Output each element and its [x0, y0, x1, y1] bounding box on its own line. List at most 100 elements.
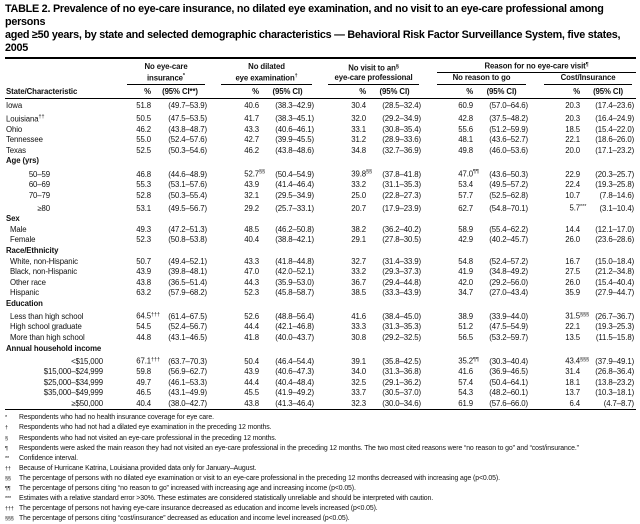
row-label: 60–69: [5, 180, 115, 191]
ci-cell: (7.8–14.6): [599, 190, 635, 200]
percent-cell: 41.6: [351, 311, 367, 321]
column-group-title-line: No dilated: [248, 62, 285, 71]
column-group-title-line: insurance*: [146, 73, 186, 83]
footnote-marker: §§§: [5, 516, 14, 523]
column-header-percent-cost-insurance: %: [530, 84, 580, 100]
row-label-text: ≥$50,000: [71, 398, 103, 408]
percent-cell: 52.5: [136, 145, 151, 155]
row-label: 70–79: [5, 191, 115, 202]
ci-cell: (47.5–54.9): [489, 322, 529, 332]
column-subgroup-no-reason-to-go: No reason to go: [423, 73, 530, 85]
percent-cell: 46.8: [136, 169, 151, 179]
percent-cell: 41.9: [458, 267, 474, 277]
footnote: * Respondents who had no health insurance…: [5, 413, 636, 423]
percent-cell: 44.4: [244, 377, 260, 387]
percent-cell: 38.5: [351, 288, 367, 298]
percent-cell: 22.4: [565, 180, 581, 190]
percent-cell: 43.3: [244, 124, 260, 134]
footnote: § Respondents who had not visited an eye-…: [5, 434, 636, 444]
footnote-marker-ref: ††: [38, 114, 45, 121]
ci-cell: (16.4–24.9): [595, 114, 635, 124]
ci-cell: (53.1–57.6): [168, 180, 208, 190]
percent-cell: 16.7: [565, 256, 581, 266]
percent-cell: 5.7***: [569, 203, 587, 213]
ci-cell: (43.6–52.7): [489, 135, 529, 145]
percent-cell: 20.7: [351, 203, 367, 213]
ci-cell: (56.9–62.7): [168, 367, 208, 377]
header-measure-row: % (95% CI**)% (95% CI)% (95% CI)% (95% CI)%(…: [5, 84, 637, 100]
footnote-text: Respondents who had not visited an eye-c…: [19, 434, 277, 442]
percent-cell: 18.1: [565, 377, 581, 387]
ci-cell: (41.3–46.4): [275, 398, 315, 408]
footnote-marker-ref: †††: [151, 311, 160, 318]
ci-cell: (40.6–46.1): [275, 124, 315, 134]
footnote-marker: **: [5, 455, 9, 462]
footnote-text: Respondents who had no health insurance …: [19, 414, 214, 422]
ci-cell: (42.1–46.8): [275, 322, 315, 332]
ci-cell: (30.5–37.0): [382, 388, 422, 398]
ci-cell: (37.9–49.1): [595, 356, 635, 366]
percent-cell: 36.7: [351, 277, 367, 287]
percent-cell: 63.2: [136, 288, 151, 298]
percent-cell: 33.2: [351, 180, 367, 190]
column-header-ci-no-reason-to-go: (95% CI): [473, 84, 531, 100]
ci-cell: (29.2–34.9): [382, 114, 422, 124]
percent-cell: 54.3: [458, 388, 474, 398]
percent-cell: 33.3: [351, 322, 367, 332]
percent-cell: 67.1†††: [136, 356, 160, 366]
footnote-marker-ref: †: [294, 73, 298, 79]
ci-cell: (27.9–44.7): [595, 288, 635, 298]
table-title-line2: aged ≥50 years, by state and selected de…: [5, 29, 621, 54]
percent-cell: 45.5: [244, 388, 260, 398]
column-group-reason-for-no-eye-care-visit: Reason for no eye-care visit¶: [423, 60, 637, 74]
column-header-percent-no-reason-to-go: %: [423, 84, 473, 100]
ci-cell: (53.2–59.7): [489, 332, 529, 342]
column-group-no-dilated-eye-examination: No dilated eye examination†: [209, 60, 316, 85]
footnote: §§§ The percentage of persons citing “cos…: [5, 514, 636, 524]
percent-cell: 10.7: [565, 190, 581, 200]
ci-cell: (30.3–40.4): [489, 356, 529, 366]
footnote-marker: †††: [5, 506, 14, 513]
ci-cell: (29.2–56.0): [489, 277, 529, 287]
percent-cell: 32.0: [351, 114, 367, 124]
percent-cell: 42.9: [458, 235, 474, 245]
percent-cell: 22.1: [565, 135, 581, 145]
ci-cell: (44.6–48.9): [168, 169, 208, 179]
footnotes: * Respondents who had no health insurance…: [5, 413, 636, 524]
row-label: More than high school: [10, 332, 85, 342]
table-body: Iowa 51.8 (49.7–53.9) 40.6 (38.3–42.9) 30.4 (2…: [5, 99, 636, 410]
column-group-underline: No visit to an§ eye-care professional: [328, 62, 420, 85]
ci-cell: (47.2–51.3): [168, 224, 208, 234]
ci-cell: (36.9–46.5): [489, 367, 529, 377]
percent-cell: 40.4: [244, 235, 260, 245]
ci-cell: (32.7–36.9): [382, 145, 422, 155]
percent-cell: 55.3: [136, 180, 151, 190]
footnote-text: The percentage of persons citing “cost/i…: [19, 515, 350, 523]
row-label-text: <$15,000: [71, 356, 103, 366]
column-header-percent-no-visit-eye-care-professional: %: [316, 84, 366, 100]
ci-cell: (48.8–56.4): [275, 311, 315, 321]
percent-cell: 47.0¶¶: [458, 169, 479, 179]
ci-cell: (37.8–41.8): [382, 169, 422, 179]
ci-cell: (49.5–56.7): [168, 203, 208, 213]
prevalence-table: State/Characteristic No eye-care insurance…: [5, 60, 637, 411]
ci-cell: (21.2–34.8): [595, 267, 635, 277]
table-row: $25,000–$34,999 49.7 (46.1–53.3) 44.4 (40.4–…: [5, 378, 636, 389]
table-row: $35,000–$49,999 46.5 (43.1–49.9) 45.5 (41.9–…: [5, 388, 636, 399]
ci-cell: (15.4–40.4): [595, 277, 635, 287]
percent-cell: 22.1: [565, 322, 581, 332]
percent-cell: 58.9: [458, 224, 474, 234]
ci-cell: (43.8–48.6): [275, 145, 315, 155]
table-row: Black, non-Hispanic 43.9 (39.8–48.1) 47.0 (4…: [5, 267, 636, 278]
ci-cell: (57.0–64.6): [489, 101, 529, 111]
footnote-text: Because of Hurricane Katrina, Louisiana …: [19, 464, 257, 472]
percent-cell: 43.9: [136, 267, 151, 277]
ci-cell: (50.8–53.8): [168, 235, 208, 245]
row-label: Tennessee: [6, 135, 43, 145]
ci-cell: (11.5–15.8): [595, 332, 635, 342]
percent-cell: 30.8: [351, 332, 367, 342]
column-group-title-line: eye examination†: [235, 73, 298, 83]
percent-cell: 43.9: [244, 180, 260, 190]
footnote-marker-ref: §: [395, 63, 399, 70]
